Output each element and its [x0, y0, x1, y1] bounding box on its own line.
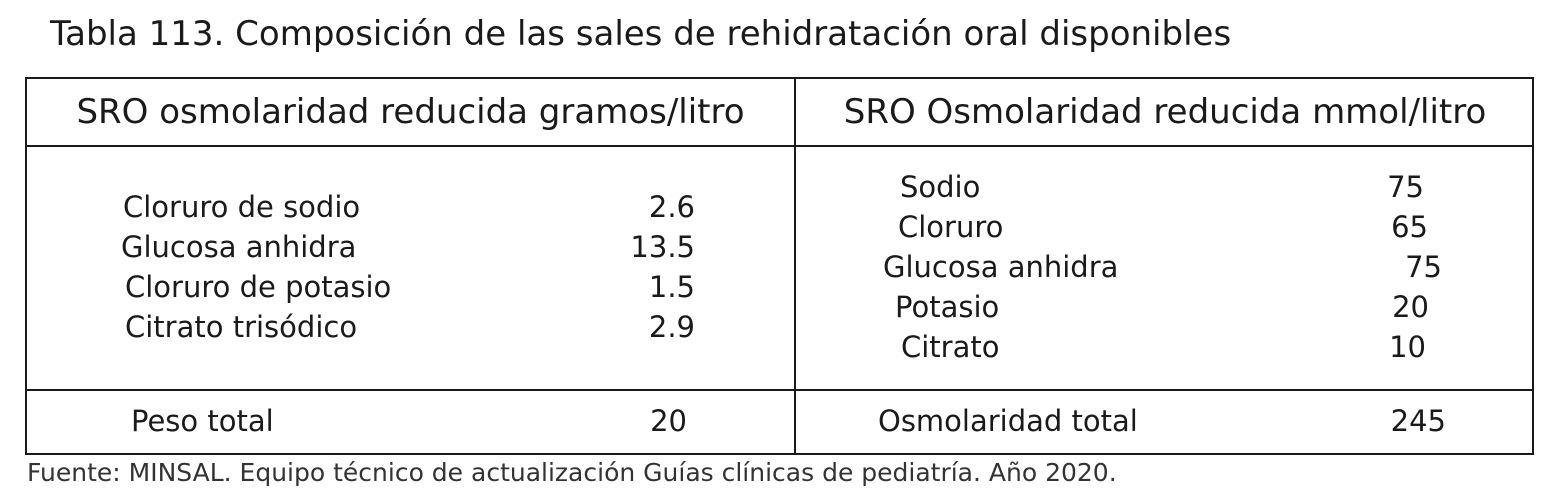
right-row-label: Cloruro [898, 210, 1004, 244]
left-total-label: Peso total [131, 404, 274, 438]
left-row-value: 2.9 [648, 310, 695, 344]
totals-divider [27, 389, 1532, 391]
right-total-value: 245 [1390, 404, 1446, 438]
left-row-label: Cloruro de potasio [125, 270, 392, 304]
left-row-label: Citrato trisódico [125, 310, 358, 344]
right-row-value: 65 [1391, 210, 1428, 244]
right-row-value: 10 [1389, 330, 1426, 364]
right-row-value: 75 [1387, 170, 1424, 204]
right-total-label: Osmolaridad total [878, 404, 1138, 438]
left-row-value: 1.5 [648, 270, 695, 304]
left-row-label: Glucosa anhidra [121, 230, 357, 264]
left-row-label: Cloruro de sodio [123, 190, 361, 224]
right-row-value: 20 [1392, 290, 1429, 324]
left-row-value: 13.5 [630, 230, 695, 264]
right-row-label: Glucosa anhidra [883, 250, 1119, 284]
source-note: Fuente: MINSAL. Equipo técnico de actual… [27, 458, 1117, 487]
right-row-label: Sodio [900, 170, 981, 204]
table-title: Tabla 113. Composición de las sales de r… [50, 14, 1232, 54]
column-divider [794, 79, 796, 453]
header-divider [27, 145, 1532, 147]
right-row-value: 75 [1405, 250, 1442, 284]
header-mmol-per-liter: SRO Osmolaridad reducida mmol/litro [843, 92, 1487, 132]
right-row-label: Citrato [901, 330, 1000, 364]
left-row-value: 2.6 [648, 190, 695, 224]
right-row-label: Potasio [895, 290, 1000, 324]
left-total-value: 20 [650, 404, 687, 438]
header-grams-per-liter: SRO osmolaridad reducida gramos/litro [76, 92, 745, 132]
composition-table: SRO osmolaridad reducida gramos/litro SR… [25, 77, 1534, 455]
